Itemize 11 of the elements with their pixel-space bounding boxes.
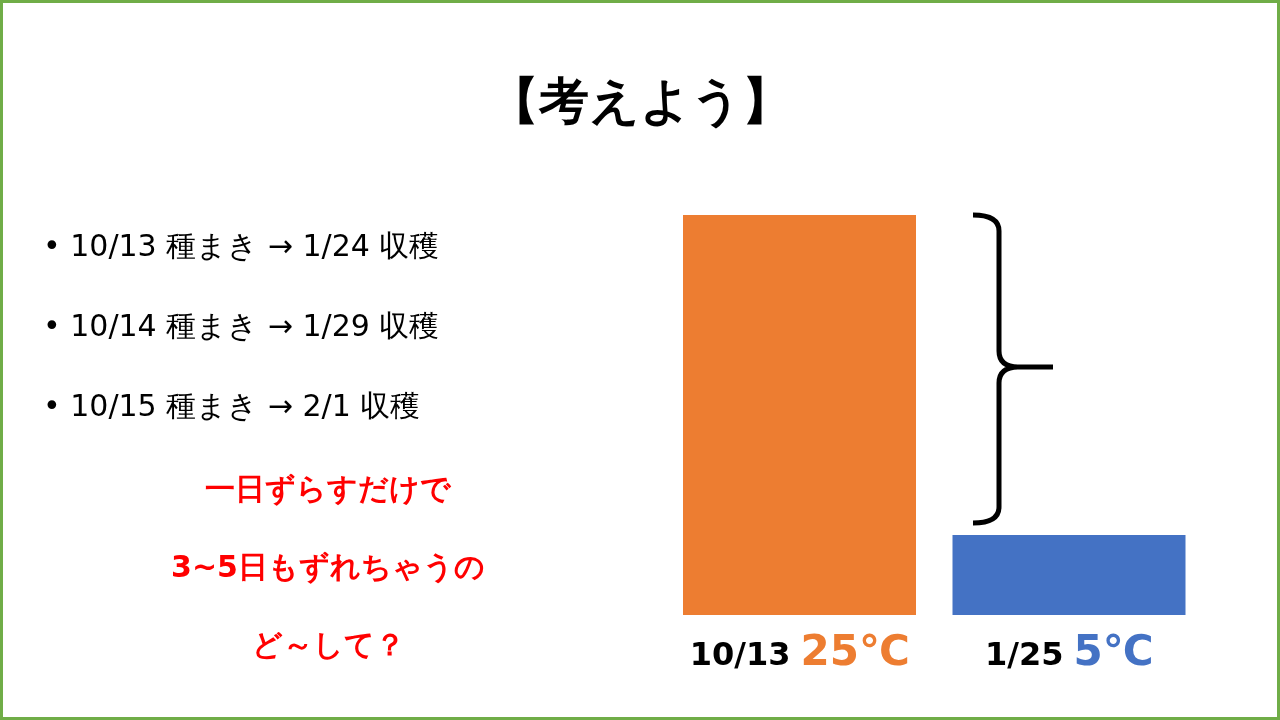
text: ど～して？: [250, 626, 406, 664]
text: • 10/14 種まき → 1/29 収穫: [43, 307, 440, 345]
text: 一日ずらすだけで: [204, 470, 452, 508]
text: • 10/13 種まき → 1/24 収穫: [43, 227, 440, 265]
x-tick-label: 10/13: [689, 635, 791, 673]
chart-title: 【考えよう】: [487, 71, 793, 132]
text: • 10/15 種まき → 2/1 収穫: [43, 387, 422, 425]
text: 3~5日もずれちゃうの: [170, 548, 486, 586]
x-tick-label: 1/25: [984, 635, 1064, 673]
data-label: 25℃: [800, 626, 910, 675]
data-label: 5℃: [1073, 626, 1154, 675]
